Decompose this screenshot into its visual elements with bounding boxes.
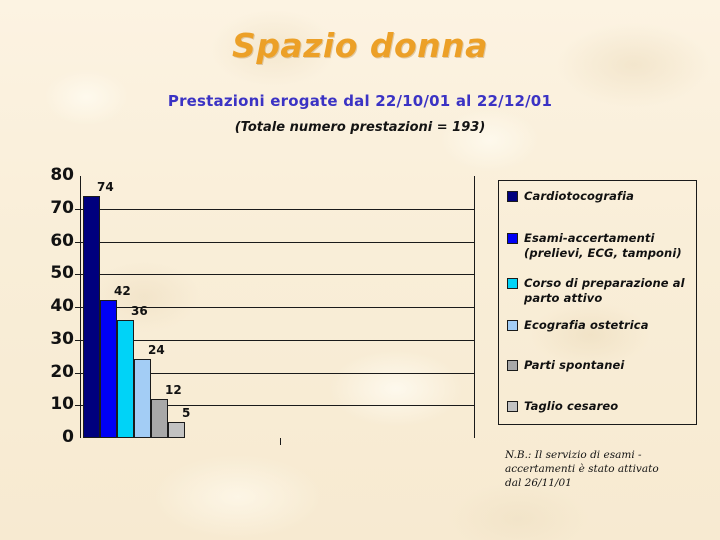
y-axis-tick-label: 70 — [50, 197, 74, 218]
legend-color-swatch-icon — [507, 320, 518, 331]
legend-color-swatch-icon — [507, 360, 518, 371]
bar — [168, 421, 185, 438]
gridline — [80, 405, 475, 407]
bar-value-label: 42 — [114, 284, 131, 299]
legend-item: Cardiotocografia — [507, 189, 634, 204]
bar-value-label: 24 — [148, 343, 165, 358]
legend-label-line: parto attivo — [524, 291, 603, 305]
legend-color-swatch-icon — [507, 401, 518, 412]
bar — [100, 300, 117, 438]
footnote-note: N.B.: Il servizio di esami - accertament… — [505, 448, 705, 490]
y-axis-tick-labels: 80 70 60 50 40 30 20 10 0 — [26, 160, 74, 460]
legend-item: Esami-accertamenti (prelievi, ECG, tampon… — [507, 231, 682, 261]
legend-label: Taglio cesareo — [524, 399, 618, 414]
gridline — [80, 274, 475, 276]
y-axis-tick-mark — [75, 339, 80, 341]
legend-item: Taglio cesareo — [507, 399, 618, 414]
y-axis-tick-label: 20 — [50, 361, 74, 382]
legend-label-line: Parti spontanei — [524, 358, 625, 372]
y-axis-tick-mark — [75, 307, 80, 308]
legend-label: Ecografia ostetrica — [524, 318, 649, 333]
page-title: Spazio donna — [232, 26, 488, 65]
y-axis-tick-label: 80 — [50, 165, 74, 185]
gridline — [80, 208, 475, 210]
y-axis-tick-mark — [75, 372, 80, 374]
y-axis-tick-mark — [75, 241, 80, 243]
legend-label: Corso di preparazione al parto attivo — [524, 276, 685, 306]
y-axis-tick-mark — [75, 405, 80, 407]
gridline — [80, 307, 475, 308]
bar-value-label: 5 — [182, 405, 191, 420]
chart-subtitle-total: (Totale numero prestazioni = 193) — [234, 120, 486, 135]
x-axis-tick-mark — [280, 438, 281, 445]
bar-value-label: 36 — [131, 304, 148, 319]
legend-label-line: Corso di preparazione al — [524, 276, 685, 290]
legend-label-line: Taglio cesareo — [524, 399, 619, 413]
bar-value-label: 12 — [165, 382, 182, 397]
legend-label: Parti spontanei — [524, 358, 624, 373]
legend-label: Cardiotocografia — [524, 189, 634, 204]
bar — [151, 398, 168, 438]
y-axis-tick-mark — [75, 274, 80, 276]
y-axis-tick-label: 0 — [62, 427, 74, 447]
footnote-line-1: N.B.: Il servizio di esami - — [505, 449, 642, 461]
y-axis-tick-label: 50 — [50, 263, 74, 284]
bar — [117, 320, 134, 438]
legend-item: Parti spontanei — [507, 358, 624, 373]
chart-subtitle-period: Prestazioni erogate dal 22/10/01 al 22/1… — [167, 92, 553, 110]
y-axis-tick-label: 40 — [50, 296, 74, 316]
bar — [134, 359, 151, 438]
gridline — [80, 372, 475, 374]
footnote-line-2: accertamenti è stato attivato — [505, 463, 659, 475]
legend-label-line: Esami-accertamenti — [524, 231, 655, 245]
legend-label-line: (prelievi, ECG, tamponi) — [524, 246, 682, 260]
legend-color-swatch-icon — [507, 233, 518, 244]
y-axis-tick-mark — [75, 208, 80, 210]
bar-value-label: 74 — [97, 179, 114, 194]
legend-color-swatch-icon — [507, 278, 518, 289]
legend-label: Esami-accertamenti (prelievi, ECG, tampon… — [524, 231, 682, 261]
legend-color-swatch-icon — [507, 191, 518, 202]
y-axis-tick-label: 60 — [50, 230, 74, 251]
y-axis-tick-label: 30 — [50, 328, 74, 349]
footnote-line-3: dal 26/11/01 — [505, 477, 572, 489]
plot-area: 74 42 36 24 12 5 — [75, 176, 475, 445]
y-axis-tick-label: 10 — [50, 394, 74, 415]
legend-item: Corso di preparazione al parto attivo — [507, 276, 685, 306]
bar — [83, 195, 100, 438]
legend-item: Ecografia ostetrica — [507, 318, 649, 333]
chart-legend: Cardiotocografia Esami-accertamenti (preli… — [498, 180, 697, 425]
legend-label-line: Ecografia ostetrica — [524, 318, 649, 332]
gridline — [80, 241, 475, 243]
legend-label-line: Cardiotocografia — [524, 189, 635, 203]
bar-chart: 80 70 60 50 40 30 20 10 0 74 42 36 24 12 5 — [0, 160, 500, 460]
gridline — [80, 339, 475, 341]
